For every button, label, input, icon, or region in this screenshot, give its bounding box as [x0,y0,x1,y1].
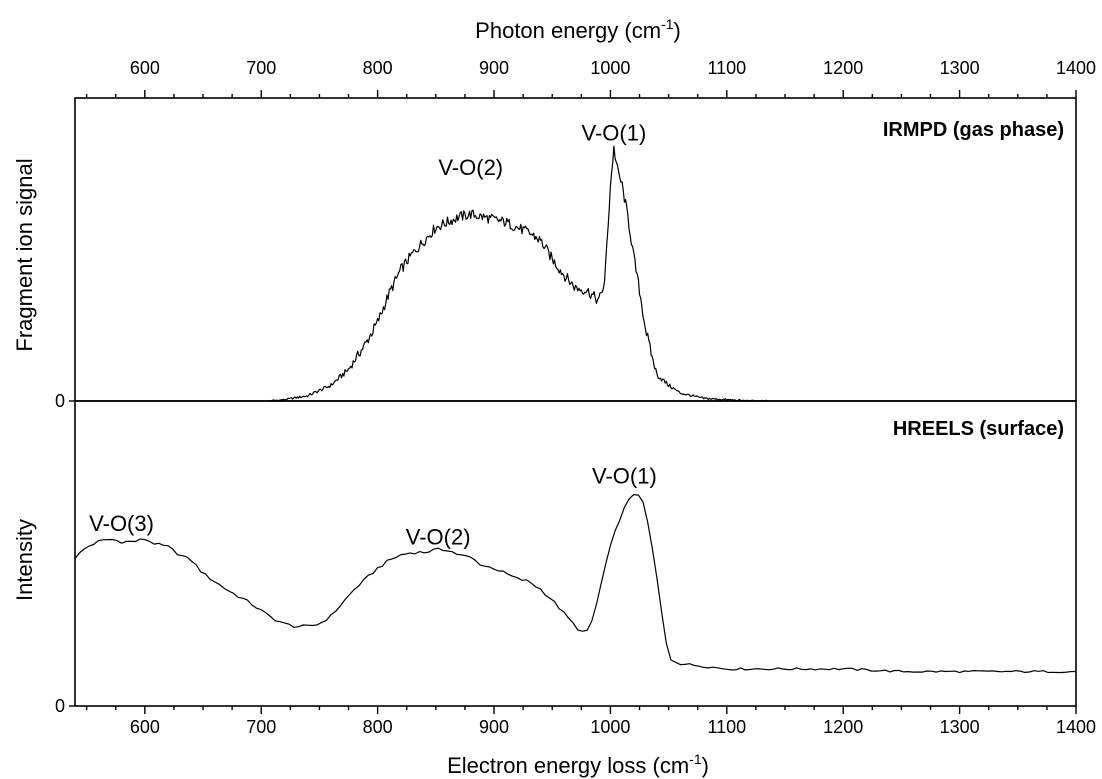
top-y-axis-title: Fragment ion signal [12,158,37,351]
top-x-tick-label: 900 [479,58,509,78]
top-axis-ticks: 600 700 800 900 1000 1100 1200 1300 1400 [85,58,1096,98]
y-zero-tick-label: 0 [55,696,65,716]
top-x-tick-label: 700 [246,58,276,78]
hreels-panel-title: HREELS (surface) [893,418,1064,440]
bottom-x-tick-label: 900 [479,717,509,737]
irmpd-trace [266,145,768,402]
bottom-x-tick-label: 1000 [590,717,630,737]
top-x-tick-label: 600 [130,58,160,78]
hreels-trace [74,494,1076,674]
peak-label: V-O(2) [406,524,471,549]
bottom-x-axis-title: Electron energy loss (cm-1) [447,751,709,778]
top-x-tick-label: 1400 [1056,58,1096,78]
y-axis-ticks: 00 [55,391,75,716]
peak-label: V-O(1) [582,121,647,146]
top-x-axis-title: Photon energy (cm-1) [475,16,681,43]
bottom-y-axis-title: Intensity [12,519,37,601]
peak-label: V-O(3) [89,511,154,536]
bottom-axis-ticks: 600 700 800 900 1000 1100 1200 1300 1400 [85,706,1096,737]
top-x-tick-label: 800 [363,58,393,78]
top-x-tick-label: 1100 [707,58,746,78]
peak-annotations: V-O(2) V-O(1) V-O(3) V-O(2) V-O(1) [89,121,657,550]
y-zero-tick-label: 0 [55,391,65,411]
top-x-tick-label: 1000 [590,58,630,78]
bottom-x-tick-label: 1300 [940,717,980,737]
top-x-tick-label: 1300 [940,58,980,78]
bottom-panel-frame [74,400,1077,707]
top-panel-frame [74,97,1077,402]
bottom-x-tick-label: 800 [363,717,393,737]
peak-label: V-O(2) [438,155,503,180]
bottom-x-tick-label: 700 [246,717,276,737]
bottom-x-tick-label: 1100 [707,717,746,737]
bottom-x-tick-label: 1200 [823,717,863,737]
peak-label: V-O(1) [592,463,657,488]
bottom-x-tick-label: 1400 [1056,717,1096,737]
irmpd-panel-title: IRMPD (gas phase) [883,119,1064,141]
top-x-tick-label: 1200 [823,58,863,78]
bottom-x-tick-label: 600 [130,717,160,737]
